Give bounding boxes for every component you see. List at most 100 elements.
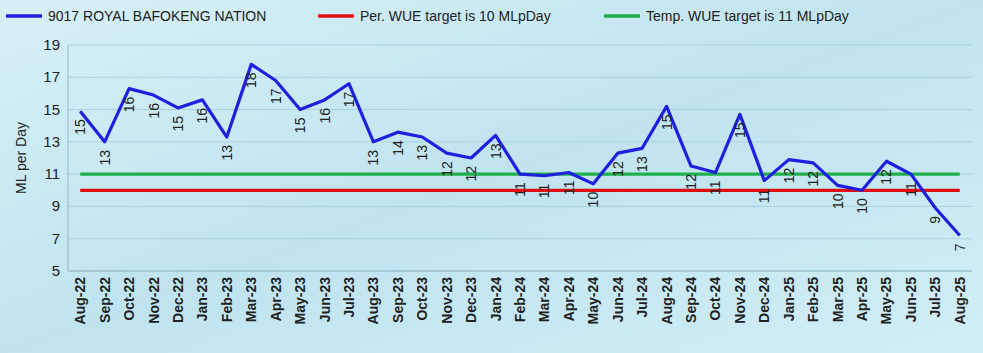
x-tick-label: Aug-23 [365, 277, 381, 325]
data-label: 15 [732, 122, 748, 138]
data-label: 16 [121, 96, 137, 112]
x-tick-label: Mar-24 [536, 277, 552, 322]
data-label: 15 [292, 117, 308, 133]
data-label: 16 [146, 103, 162, 119]
series-line [80, 64, 960, 235]
x-tick-label: Oct-24 [707, 277, 723, 321]
x-tick-label: Jul-24 [634, 277, 650, 318]
x-tick-label: Apr-23 [268, 277, 284, 322]
data-label: 11 [756, 188, 772, 203]
data-label: 11 [561, 180, 577, 195]
x-tick-label: Dec-22 [170, 277, 186, 323]
background [0, 0, 983, 353]
data-label: 17 [341, 92, 357, 108]
data-label: 13 [414, 145, 430, 161]
x-tick-label: Nov-24 [732, 277, 748, 324]
grid-line [68, 271, 972, 272]
plot-lines [80, 64, 960, 235]
legend-label: Temp. WUE target is 11 MLpDay [646, 8, 849, 24]
x-tick-label: Jan-25 [781, 277, 797, 322]
y-tick-label: 7 [52, 230, 60, 247]
y-tick-label: 11 [44, 165, 60, 182]
y-tick-label: 15 [43, 101, 60, 118]
data-label: 13 [219, 145, 235, 161]
y-tick-label: 9 [52, 197, 60, 214]
data-label: 13 [365, 150, 381, 166]
data-label: 10 [830, 193, 846, 209]
data-label: 12 [439, 161, 455, 177]
x-tick-label: May-24 [585, 277, 601, 325]
data-label: 10 [585, 192, 601, 208]
x-tick-label: Jan-23 [194, 277, 210, 322]
data-label: 12 [610, 161, 626, 177]
x-tick-label: Feb-24 [512, 277, 528, 322]
x-tick-label: Dec-23 [463, 277, 479, 323]
data-label: 11 [512, 182, 528, 197]
chart: 5 7 9 11 13 15 17 19 ML per Day Aug-22 Sep-22 Oct-2… [0, 0, 983, 353]
data-label: 18 [243, 72, 259, 88]
x-tick-label: Apr-25 [854, 277, 870, 322]
y-tick-label: 13 [43, 133, 60, 150]
y-axis-title: ML per Day [13, 122, 29, 194]
x-tick-label: Feb-23 [219, 277, 235, 322]
x-tick-label: Jun-24 [610, 277, 626, 322]
data-label: 11 [536, 184, 552, 199]
data-label: 13 [634, 156, 650, 172]
x-tick-label: Jul-23 [341, 277, 357, 318]
x-tick-label: Apr-24 [561, 277, 577, 322]
x-tick-label: Mar-25 [830, 277, 846, 322]
x-tick-label: Aug-25 [952, 277, 968, 325]
legend-swatch [318, 14, 354, 18]
data-label: 7 [952, 243, 968, 251]
x-tick-label: Oct-23 [414, 277, 430, 321]
x-tick-label: Jan-24 [488, 277, 504, 322]
x-tick-label: Mar-23 [243, 277, 259, 322]
legend-label: Per. WUE target is 10 MLpDay [360, 8, 551, 24]
data-label: 13 [97, 150, 113, 166]
data-label: 15 [170, 116, 186, 132]
x-axis [68, 271, 972, 272]
grid-line [68, 45, 972, 46]
x-tick-label: Feb-25 [805, 277, 821, 322]
grid-line [68, 77, 972, 78]
data-label: 11 [707, 180, 723, 195]
data-label: 12 [683, 174, 699, 190]
data-label: 16 [317, 108, 333, 124]
y-tick-label: 5 [52, 262, 60, 279]
data-label: 13 [488, 143, 504, 159]
data-label: 16 [194, 108, 210, 124]
x-tick-label: Oct-22 [121, 277, 137, 321]
data-label: 12 [463, 166, 479, 182]
data-label: 12 [805, 171, 821, 187]
x-tick-label: May-23 [292, 277, 308, 325]
x-tick-label: Nov-23 [439, 277, 455, 324]
data-label: 17 [268, 88, 284, 104]
data-label: 10 [854, 198, 870, 214]
data-label: 12 [878, 169, 894, 185]
data-label: 11 [903, 182, 919, 197]
x-tick-label: Nov-22 [146, 277, 162, 324]
grid-line [68, 238, 972, 239]
y-tick-label: 17 [43, 68, 60, 85]
x-tick-label: Sep-22 [97, 277, 113, 323]
grid-line [68, 141, 972, 142]
x-tick-label: May-25 [878, 277, 894, 325]
legend-swatch [604, 14, 640, 18]
x-tick-label: Jul-25 [927, 277, 943, 318]
x-tick-label: Aug-22 [72, 277, 88, 325]
x-tick-label: Jun-25 [903, 277, 919, 322]
data-label: 15 [659, 114, 675, 130]
x-tick-label: Jun-23 [317, 277, 333, 322]
legend-swatch [6, 14, 42, 18]
x-tick-label: Sep-24 [683, 277, 699, 323]
data-label: 12 [781, 167, 797, 183]
data-label: 14 [390, 140, 406, 156]
data-label: 9 [927, 216, 943, 224]
x-tick-label: Dec-24 [756, 277, 772, 323]
y-tick-label: 19 [43, 36, 60, 53]
y-axis [68, 45, 69, 271]
x-tick-label: Sep-23 [390, 277, 406, 323]
data-label: 15 [72, 119, 88, 135]
legend-label: 9017 ROYAL BAFOKENG NATION [48, 8, 266, 24]
x-tick-label: Aug-24 [659, 277, 675, 325]
